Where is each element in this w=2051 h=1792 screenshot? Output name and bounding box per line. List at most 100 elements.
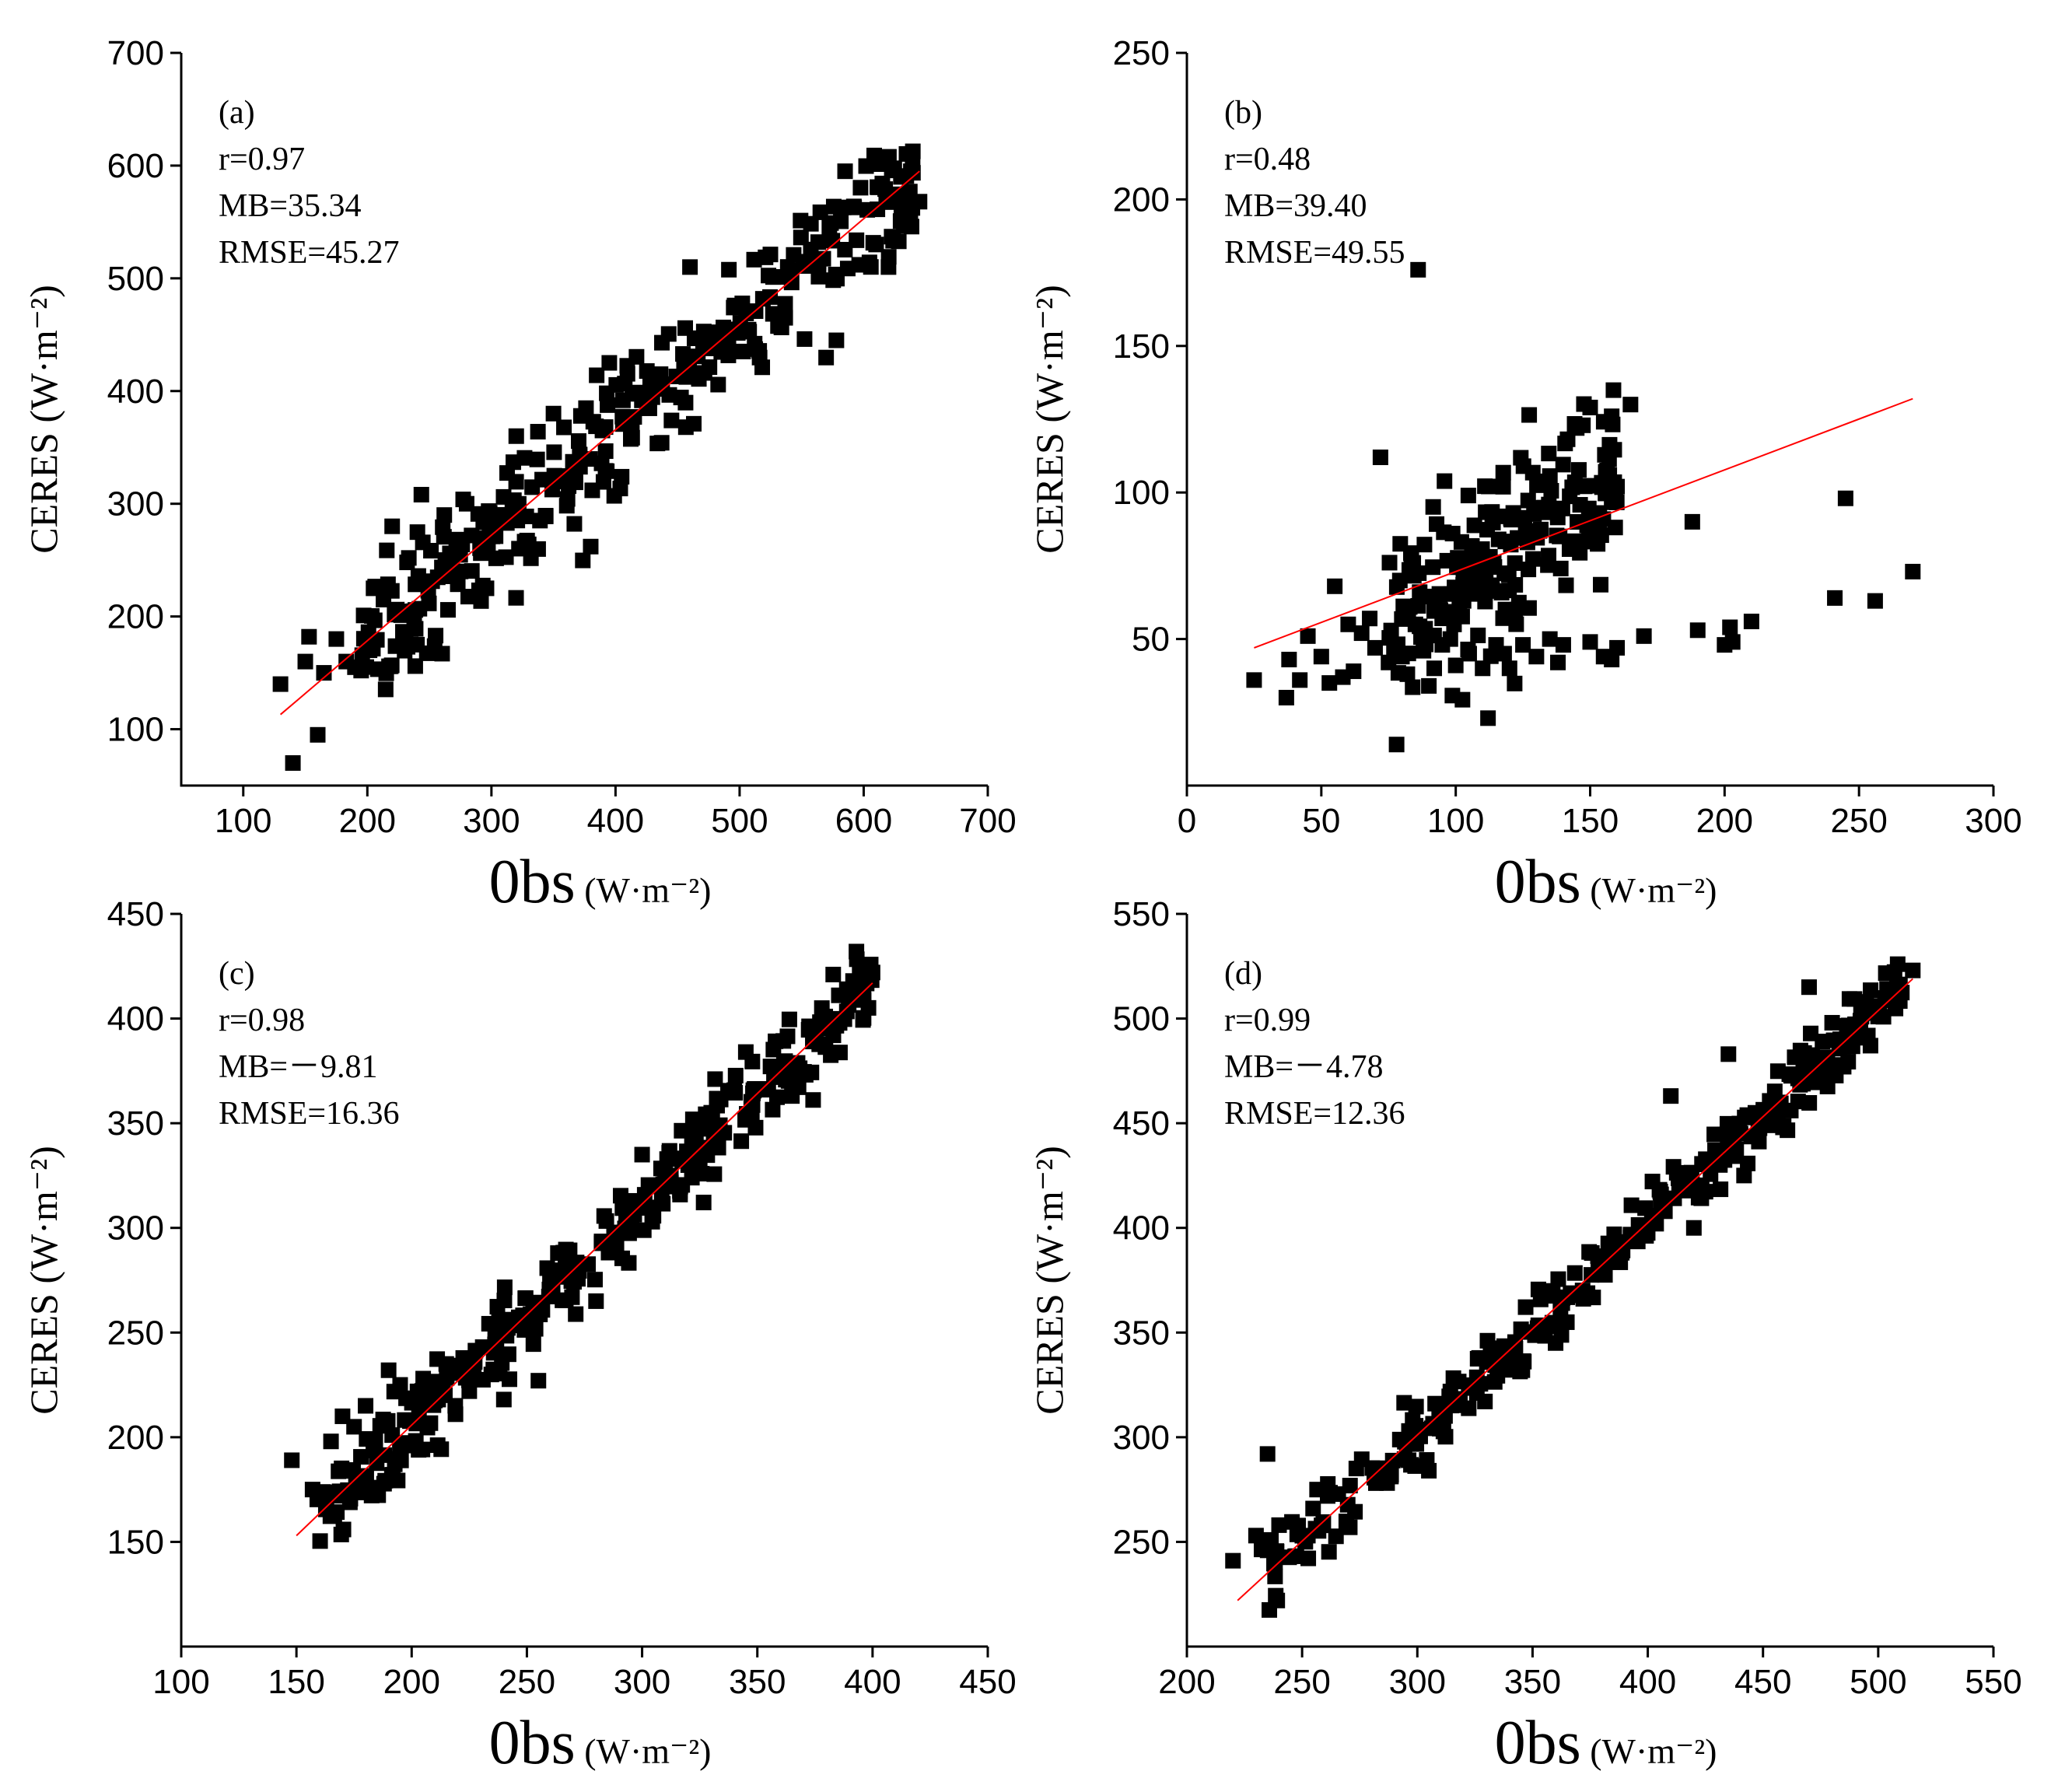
data-point bbox=[1478, 504, 1494, 520]
y-tick-label: 400 bbox=[107, 373, 164, 411]
data-point bbox=[1330, 1486, 1346, 1502]
data-point bbox=[491, 1313, 507, 1329]
data-point bbox=[659, 1151, 675, 1167]
data-point bbox=[1593, 576, 1609, 593]
fit-line bbox=[296, 982, 873, 1537]
x-tick-label: 0 bbox=[1178, 802, 1196, 840]
data-point bbox=[793, 229, 809, 246]
data-point bbox=[464, 563, 480, 579]
data-point bbox=[519, 532, 535, 548]
y-axis-title: CERES bbox=[22, 1284, 65, 1415]
data-point bbox=[586, 1272, 603, 1288]
data-point bbox=[720, 347, 737, 363]
data-point bbox=[1338, 1514, 1354, 1530]
data-point bbox=[1521, 562, 1537, 578]
data-point bbox=[530, 1373, 547, 1389]
data-point bbox=[525, 1336, 541, 1353]
data-point bbox=[467, 1342, 484, 1359]
data-point bbox=[1412, 584, 1428, 600]
data-point bbox=[660, 326, 677, 342]
data-point bbox=[542, 1275, 558, 1291]
data-point bbox=[796, 1064, 812, 1080]
data-point bbox=[1825, 1032, 1842, 1048]
data-point bbox=[1281, 651, 1297, 667]
x-tick-label: 100 bbox=[152, 1663, 209, 1701]
data-point bbox=[1382, 1468, 1398, 1485]
data-point bbox=[546, 444, 562, 460]
data-point bbox=[803, 241, 819, 257]
data-point bbox=[818, 349, 835, 366]
data-point bbox=[1870, 1008, 1886, 1024]
data-point bbox=[537, 508, 554, 524]
data-point bbox=[385, 1467, 401, 1483]
stat-line: MB=39.40 bbox=[1224, 188, 1367, 224]
data-point bbox=[859, 975, 875, 992]
data-point bbox=[1470, 627, 1486, 643]
x-tick-label: 400 bbox=[587, 802, 644, 840]
data-point bbox=[485, 1345, 502, 1361]
y-tick-label: 600 bbox=[107, 147, 164, 185]
data-point bbox=[1743, 1129, 1759, 1145]
data-point bbox=[1300, 628, 1316, 644]
data-point bbox=[898, 145, 915, 162]
data-point bbox=[1328, 1528, 1344, 1545]
data-point bbox=[1489, 1367, 1506, 1384]
data-point bbox=[1259, 1446, 1276, 1462]
data-point bbox=[455, 492, 471, 508]
data-point bbox=[727, 1067, 744, 1083]
data-point bbox=[866, 147, 882, 163]
panel-label: (c) bbox=[219, 956, 255, 992]
data-point bbox=[1475, 660, 1491, 677]
data-point bbox=[1447, 657, 1464, 674]
data-point bbox=[1630, 1216, 1647, 1233]
data-point bbox=[824, 233, 841, 249]
data-point bbox=[831, 987, 847, 1003]
data-point bbox=[682, 259, 698, 275]
data-point bbox=[508, 590, 524, 606]
data-point bbox=[555, 1244, 572, 1261]
data-point bbox=[779, 259, 796, 275]
data-point bbox=[433, 1384, 450, 1400]
data-point bbox=[1480, 710, 1496, 726]
data-point bbox=[1501, 583, 1517, 599]
data-point bbox=[316, 665, 332, 681]
y-tick-label: 250 bbox=[107, 1314, 164, 1352]
x-tick-label: 350 bbox=[1504, 1663, 1561, 1701]
data-point bbox=[1439, 552, 1455, 569]
data-point bbox=[358, 1398, 374, 1414]
data-point bbox=[1418, 636, 1434, 653]
data-point bbox=[1598, 464, 1614, 480]
y-tick-label: 300 bbox=[1113, 1419, 1170, 1457]
data-point bbox=[621, 1255, 637, 1271]
data-point bbox=[1597, 1267, 1613, 1283]
data-point bbox=[1792, 1042, 1808, 1059]
data-point bbox=[745, 1082, 761, 1098]
data-point bbox=[701, 1139, 717, 1156]
data-point bbox=[805, 1092, 821, 1108]
data-point bbox=[1520, 492, 1536, 509]
data-point bbox=[1465, 568, 1481, 584]
data-point bbox=[654, 376, 670, 392]
data-point bbox=[1905, 962, 1921, 978]
y-tick-label: 400 bbox=[1113, 1209, 1170, 1248]
data-point bbox=[1830, 1057, 1846, 1073]
data-point bbox=[597, 463, 614, 479]
data-point bbox=[870, 201, 886, 218]
data-point bbox=[837, 163, 853, 180]
data-point bbox=[790, 1079, 807, 1095]
data-point bbox=[1636, 628, 1652, 644]
x-tick-label: 500 bbox=[1850, 1663, 1906, 1701]
data-point bbox=[1797, 1073, 1813, 1090]
x-tick-label: 500 bbox=[711, 802, 768, 840]
data-point bbox=[1675, 1171, 1691, 1187]
data-point bbox=[1372, 449, 1388, 465]
data-point bbox=[448, 531, 464, 548]
y-tick-label: 450 bbox=[107, 895, 164, 933]
y-tick-label: 200 bbox=[107, 1419, 164, 1457]
data-point bbox=[852, 961, 868, 978]
data-point bbox=[1510, 594, 1527, 611]
data-point bbox=[436, 507, 453, 523]
x-axis-label: 0bs (W·m⁻²) bbox=[489, 848, 712, 916]
data-point bbox=[1427, 1395, 1444, 1412]
data-point bbox=[1608, 1238, 1625, 1255]
